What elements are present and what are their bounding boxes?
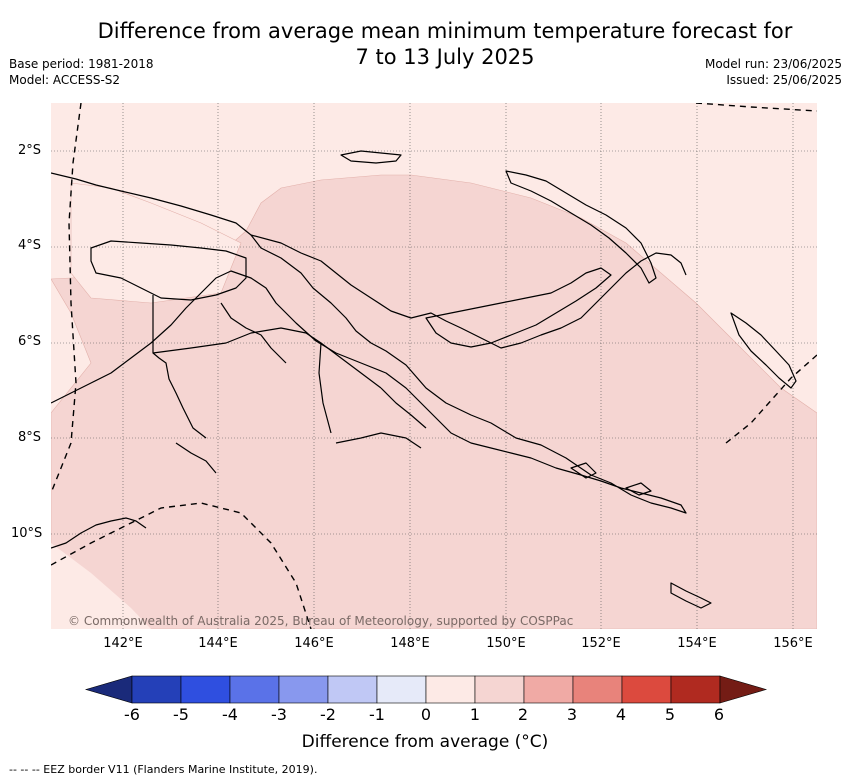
lon-label: 142°E bbox=[103, 636, 143, 651]
eez-legend: -- -- -- EEZ border V11 (Flanders Marine… bbox=[9, 763, 318, 776]
lon-label: 148°E bbox=[390, 636, 430, 651]
colorbar-tick: -1 bbox=[369, 705, 385, 724]
colorbar bbox=[84, 675, 768, 704]
model-name: Model: ACCESS-S2 bbox=[9, 73, 121, 87]
lon-label: 156°E bbox=[773, 636, 813, 651]
lat-label: 2°S bbox=[18, 143, 42, 158]
eez-borders bbox=[51, 103, 817, 629]
lon-label: 152°E bbox=[581, 636, 621, 651]
colorbar-tick: 2 bbox=[517, 705, 529, 724]
colorbar-bin bbox=[376, 675, 427, 704]
colorbar-bin bbox=[229, 675, 280, 704]
colorbar-bin bbox=[474, 675, 525, 704]
anomaly-region-0-1-west bbox=[70, 182, 242, 304]
colorbar-tick: 3 bbox=[566, 705, 578, 724]
colorbar-bin bbox=[670, 675, 721, 704]
colorbar-bin bbox=[621, 675, 672, 704]
map-canvas bbox=[51, 103, 817, 629]
lat-label: 8°S bbox=[18, 430, 42, 445]
copyright-notice: © Commonwealth of Australia 2025, Bureau… bbox=[68, 614, 574, 628]
colorbar-tick: -3 bbox=[271, 705, 287, 724]
title-line-2: 7 to 13 July 2025 bbox=[355, 45, 535, 69]
lat-label: 6°S bbox=[18, 334, 42, 349]
colorbar-bin bbox=[278, 675, 329, 704]
colorbar-bin bbox=[425, 675, 476, 704]
lat-label: 4°S bbox=[18, 238, 42, 253]
map-title: Difference from average mean minimum tem… bbox=[85, 18, 805, 70]
coastlines bbox=[51, 150, 797, 609]
lon-label: 146°E bbox=[294, 636, 334, 651]
colorbar-bin bbox=[180, 675, 231, 704]
meta-right: Model run: 23/06/2025 Issued: 25/06/2025 bbox=[705, 56, 842, 88]
base-period: Base period: 1981-2018 bbox=[9, 57, 154, 71]
colorbar-tick: 5 bbox=[664, 705, 676, 724]
colorbar-bin bbox=[131, 675, 182, 704]
gridlines bbox=[51, 103, 817, 629]
anomaly-region-0-1-south bbox=[51, 543, 151, 629]
model-run: Model run: 23/06/2025 bbox=[704, 57, 842, 71]
lon-label: 150°E bbox=[486, 636, 526, 651]
colorbar-tick: -5 bbox=[173, 705, 189, 724]
lon-label: 144°E bbox=[198, 636, 238, 651]
lat-label: 10°S bbox=[11, 526, 43, 541]
title-line-1: Difference from average mean minimum tem… bbox=[97, 19, 793, 43]
forecast-map bbox=[51, 103, 817, 629]
meta-left: Base period: 1981-2018 Model: ACCESS-S2 bbox=[9, 56, 154, 88]
colorbar-tick: -4 bbox=[222, 705, 238, 724]
colorbar-tick: 1 bbox=[469, 705, 481, 724]
colorbar-label: Difference from average (°C) bbox=[301, 732, 549, 752]
colorbar-tick: 4 bbox=[615, 705, 627, 724]
colorbar-bin bbox=[523, 675, 574, 704]
colorbar-bin bbox=[572, 675, 623, 704]
colorbar-bin bbox=[327, 675, 378, 704]
colorbar-tick: 0 bbox=[420, 705, 432, 724]
colorbar-extend-max bbox=[719, 675, 768, 704]
lon-label: 154°E bbox=[677, 636, 717, 651]
issued-date: Issued: 25/06/2025 bbox=[726, 73, 842, 87]
colorbar-extend-min bbox=[84, 675, 133, 704]
colorbar-tick: -2 bbox=[320, 705, 336, 724]
colorbar-tick: 6 bbox=[713, 705, 725, 724]
colorbar-tick: -6 bbox=[124, 705, 140, 724]
